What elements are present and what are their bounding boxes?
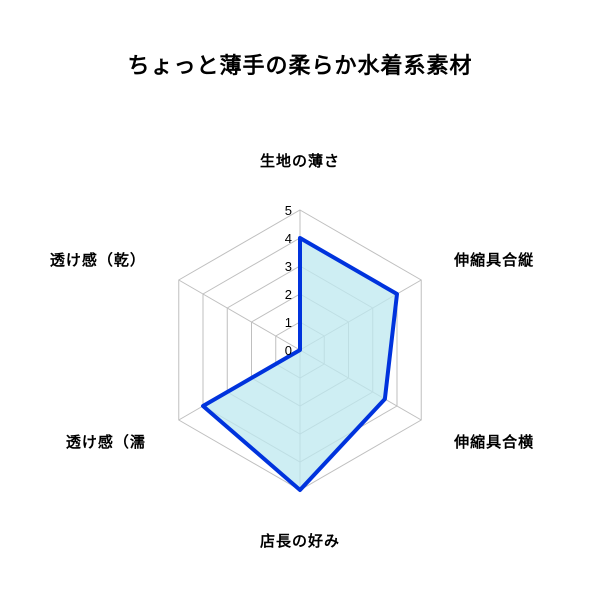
radar-axis-label: 生地の薄さ — [260, 152, 340, 170]
radar-axis-label: 透け感（乾） — [50, 251, 146, 269]
radar-data-polygon — [203, 238, 397, 490]
radar-axis-label: 透け感（濡 — [66, 433, 146, 451]
radar-tick-label: 1 — [285, 315, 292, 330]
radar-chart: 0 1 2 3 4 5 生地の薄さ伸縮具合縦伸縮具合横店長の好み 透け感（濡 透け感（乾） — [0, 130, 600, 570]
radar-tick-label: 0 — [285, 343, 292, 358]
radar-axis-label: 伸縮具合横 — [453, 433, 534, 451]
chart-title: ちょっと薄手の柔らか水着系素材 — [0, 48, 600, 80]
radar-axis-label: 店長の好み — [260, 532, 340, 550]
radar-axis-label: 伸縮具合縦 — [453, 251, 534, 269]
radar-tick-label: 3 — [285, 259, 292, 274]
radar-tick-label: 5 — [285, 203, 292, 218]
radar-spoke — [179, 280, 300, 350]
radar-tick-label: 2 — [285, 287, 292, 302]
radar-tick-label: 4 — [285, 231, 292, 246]
